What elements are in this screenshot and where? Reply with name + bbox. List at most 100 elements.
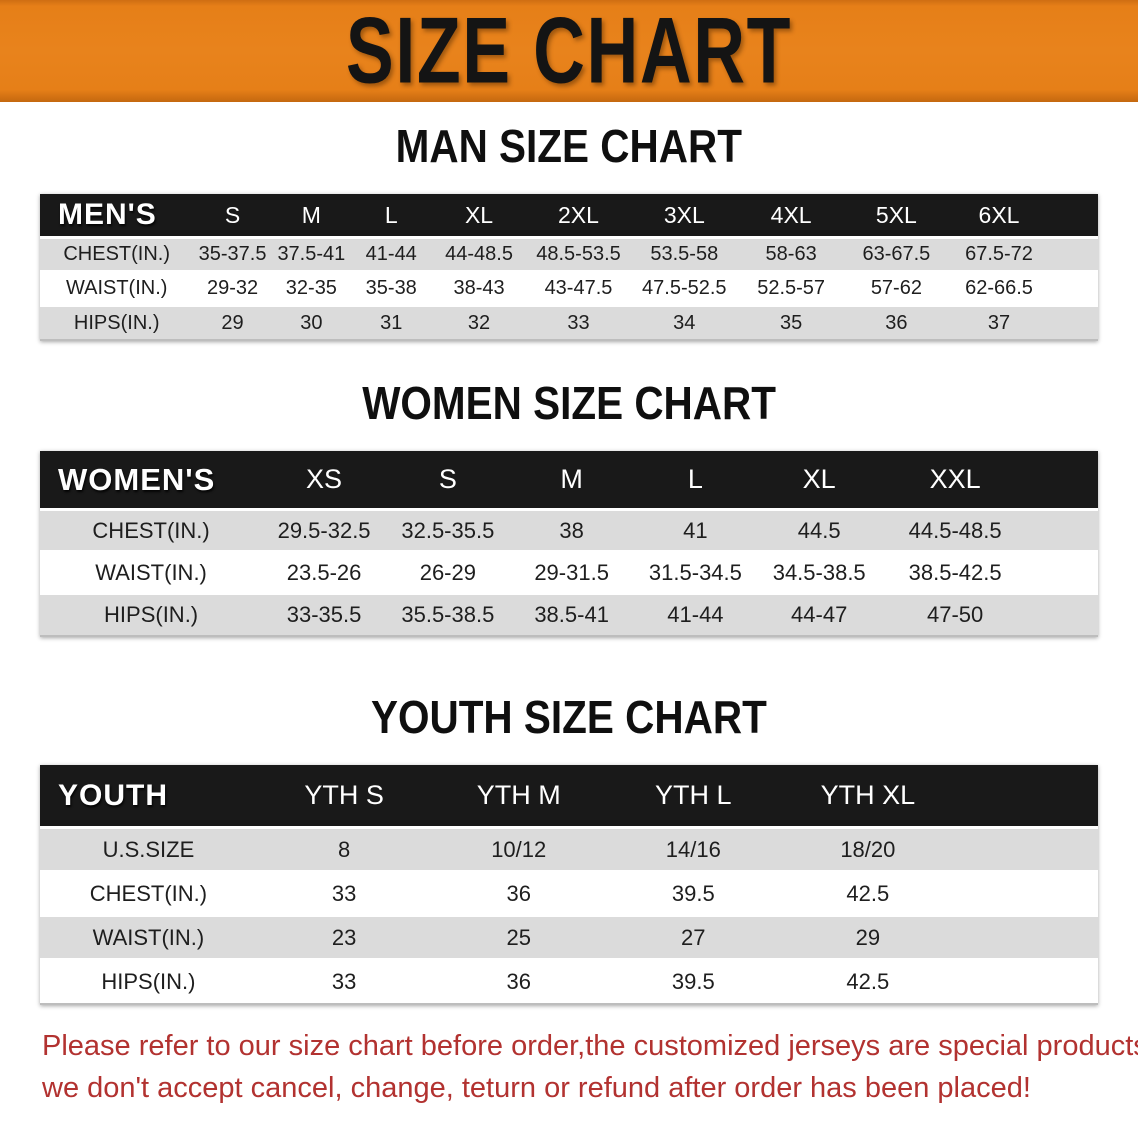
- column-header: YTH S: [256, 765, 432, 829]
- cell-value: 53.5-58: [630, 239, 739, 273]
- cell-value: 29: [193, 307, 272, 341]
- cell-value: 41-44: [633, 595, 758, 637]
- cell-value: 47-50: [881, 595, 1030, 637]
- column-header: YTH L: [606, 765, 781, 829]
- cell-value: 35: [738, 307, 845, 341]
- spacer-cell: [1049, 194, 1098, 239]
- table-row: CHEST(IN.) 29.5-32.5 32.5-35.5 38 41 44.5 44.5…: [40, 511, 1098, 553]
- row-label: CHEST(IN.): [40, 873, 257, 917]
- cell-value: 37.5-41: [271, 239, 352, 273]
- men-size-table: MEN'S S M L XL 2XL 3XL 4XL 5XL 6XL CHEST(IN.) 35-37…: [40, 194, 1098, 341]
- row-label: CHEST(IN.): [40, 511, 263, 553]
- spacer-cell: [1029, 553, 1098, 595]
- cell-value: 35-37.5: [193, 239, 272, 273]
- column-header: YTH XL: [780, 765, 956, 829]
- cell-value: 32.5-35.5: [385, 511, 510, 553]
- table-corner-label: YOUTH: [40, 765, 257, 829]
- cell-value: 41: [633, 511, 758, 553]
- column-header: XS: [262, 451, 386, 511]
- cell-value: 44-47: [757, 595, 882, 637]
- table-row: WAIST(IN.) 29-32 32-35 35-38 38-43 43-47.5 47.…: [40, 273, 1098, 307]
- cell-value: 30: [271, 307, 352, 341]
- column-header: L: [351, 194, 432, 239]
- footer-note: Please refer to our size chart before or…: [42, 1025, 1138, 1109]
- column-header: 2XL: [526, 194, 631, 239]
- cell-value: 35.5-38.5: [385, 595, 510, 637]
- cell-value: 33-35.5: [262, 595, 386, 637]
- cell-value: 36: [431, 873, 606, 917]
- cell-value: 57-62: [844, 273, 949, 307]
- cell-value: 58-63: [738, 239, 845, 273]
- table-row: HIPS(IN.) 33 36 39.5 42.5: [40, 961, 1098, 1005]
- cell-value: 32: [431, 307, 527, 341]
- table-row: CHEST(IN.) 33 36 39.5 42.5: [40, 873, 1098, 917]
- cell-value: 8: [256, 829, 432, 873]
- cell-value: 25: [431, 917, 606, 961]
- row-label: WAIST(IN.): [40, 273, 194, 307]
- youth-section-title-text: YOUTH SIZE CHART: [371, 691, 767, 743]
- cell-value: 26-29: [385, 553, 510, 595]
- cell-value: 44.5: [757, 511, 882, 553]
- cell-value: 33: [256, 961, 432, 1005]
- row-label: WAIST(IN.): [40, 917, 257, 961]
- cell-value: 47.5-52.5: [630, 273, 739, 307]
- cell-value: 10/12: [431, 829, 606, 873]
- banner-title: SIZE CHART: [345, 0, 793, 104]
- cell-value: 23: [256, 917, 432, 961]
- cell-value: 52.5-57: [738, 273, 845, 307]
- cell-value: 62-66.5: [948, 273, 1050, 307]
- cell-value: 43-47.5: [526, 273, 631, 307]
- cell-value: 44.5-48.5: [881, 511, 1030, 553]
- row-label: HIPS(IN.): [40, 307, 194, 341]
- cell-value: 48.5-53.5: [526, 239, 631, 273]
- cell-value: 35-38: [351, 273, 432, 307]
- table-row: WAIST(IN.) 23.5-26 26-29 29-31.5 31.5-34.5 34…: [40, 553, 1098, 595]
- spacer-cell: [1049, 273, 1098, 307]
- cell-value: 36: [431, 961, 606, 1005]
- column-header: L: [633, 451, 758, 511]
- cell-value: 29: [780, 917, 956, 961]
- table-row: U.S.SIZE 8 10/12 14/16 18/20: [40, 829, 1098, 873]
- spacer-cell: [1029, 511, 1098, 553]
- cell-value: 37: [948, 307, 1050, 341]
- cell-value: 38-43: [431, 273, 527, 307]
- table-row: CHEST(IN.) 35-37.5 37.5-41 41-44 44-48.5 48.5…: [40, 239, 1098, 273]
- cell-value: 38: [509, 511, 634, 553]
- cell-value: 41-44: [351, 239, 432, 273]
- cell-value: 67.5-72: [948, 239, 1050, 273]
- cell-value: 29-31.5: [509, 553, 634, 595]
- row-label: HIPS(IN.): [40, 961, 257, 1005]
- cell-value: 36: [844, 307, 949, 341]
- column-header: 3XL: [630, 194, 739, 239]
- cell-value: 34: [630, 307, 739, 341]
- spacer-cell: [955, 765, 1098, 829]
- spacer-cell: [955, 873, 1098, 917]
- cell-value: 18/20: [780, 829, 956, 873]
- cell-value: 42.5: [780, 961, 956, 1005]
- column-header: XXL: [881, 451, 1030, 511]
- cell-value: 33: [256, 873, 432, 917]
- men-section-title-text: MAN SIZE CHART: [395, 120, 743, 172]
- column-header: YTH M: [431, 765, 606, 829]
- row-label: CHEST(IN.): [40, 239, 194, 273]
- cell-value: 32-35: [271, 273, 352, 307]
- spacer-cell: [955, 829, 1098, 873]
- row-label: U.S.SIZE: [40, 829, 257, 873]
- column-header: M: [509, 451, 634, 511]
- column-header: XL: [431, 194, 527, 239]
- cell-value: 29-32: [193, 273, 272, 307]
- header-row: WOMEN'S XS S M L XL XXL: [40, 451, 1098, 511]
- table-row: WAIST(IN.) 23 25 27 29: [40, 917, 1098, 961]
- column-header: 5XL: [844, 194, 949, 239]
- women-size-table: WOMEN'S XS S M L XL XXL CHEST(IN.) 29.5-32.5 32.5…: [40, 451, 1098, 637]
- table-corner-label: WOMEN'S: [40, 451, 263, 511]
- header-row: YOUTH YTH S YTH M YTH L YTH XL: [40, 765, 1098, 829]
- women-section-title-text: WOMEN SIZE CHART: [362, 377, 776, 429]
- footer-line2: we don't accept cancel, change, teturn o…: [42, 1072, 1031, 1104]
- cell-value: 38.5-42.5: [881, 553, 1030, 595]
- cell-value: 39.5: [606, 961, 781, 1005]
- column-header: S: [193, 194, 272, 239]
- row-label: HIPS(IN.): [40, 595, 263, 637]
- banner: SIZE CHART: [0, 0, 1138, 102]
- cell-value: 39.5: [606, 873, 781, 917]
